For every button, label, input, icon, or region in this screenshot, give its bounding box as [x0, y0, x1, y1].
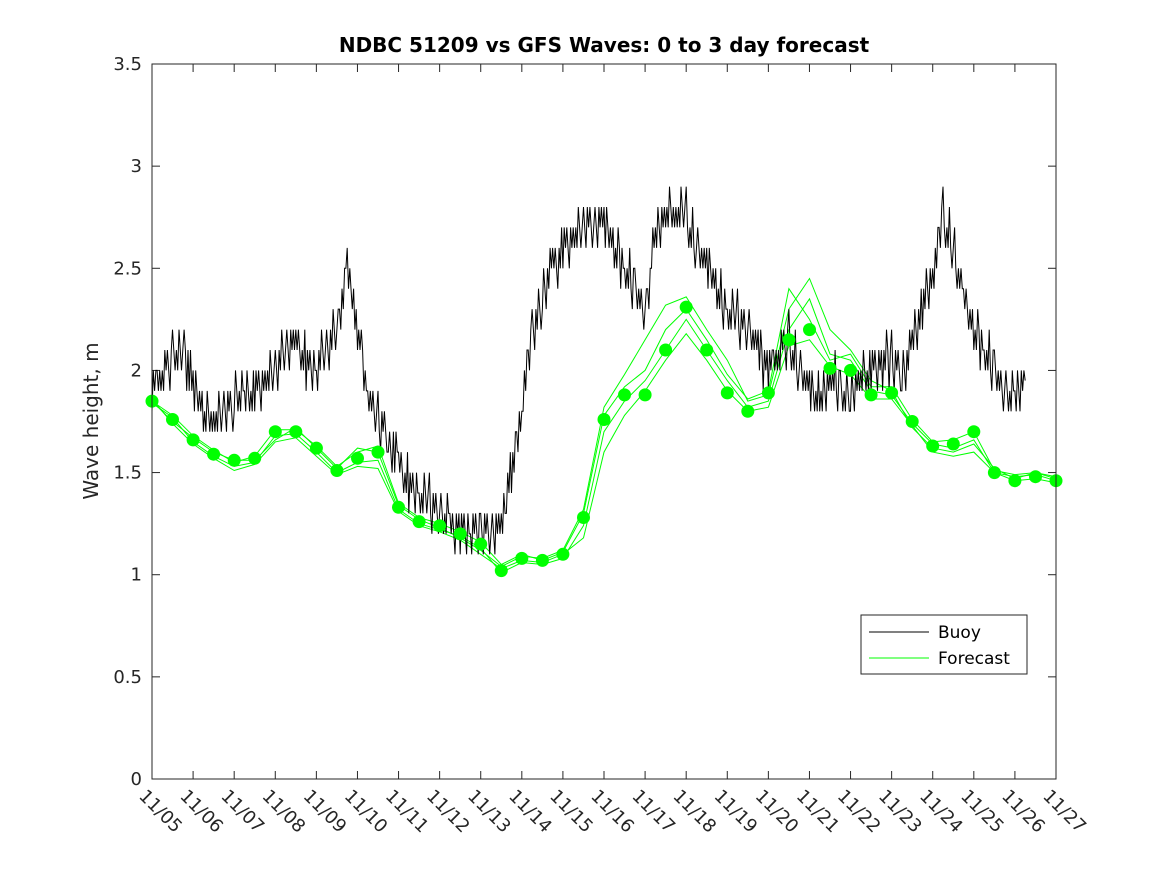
legend-box [860, 614, 1028, 675]
forecast-point [494, 564, 508, 578]
y-tick-label: 2.5 [113, 258, 142, 279]
forecast-point [248, 451, 262, 465]
forecast-point [351, 451, 364, 465]
forecast-point [227, 453, 241, 467]
forecast-ensemble-line [151, 297, 1057, 574]
forecast-point [268, 425, 282, 439]
x-tick-label: 11/10 [340, 786, 392, 838]
forecast-point [597, 413, 611, 426]
forecast-point [659, 343, 673, 357]
y-tick-label: 3 [131, 156, 142, 177]
forecast-point [720, 386, 734, 400]
forecast-point [330, 464, 344, 477]
forecast-point [844, 363, 857, 377]
forecast-point [700, 343, 714, 357]
y-tick-label: 1.5 [113, 463, 142, 484]
forecast-point [885, 386, 899, 400]
forecast-point [638, 388, 652, 402]
buoy-line [151, 186, 1026, 555]
x-tick-label: 11/26 [997, 786, 1049, 838]
forecast-point [515, 551, 529, 565]
x-tick-label: 11/24 [915, 786, 967, 838]
forecast-point [1029, 470, 1042, 484]
y-axis-label: Wave height, m [79, 342, 103, 499]
x-tick-label: 11/11 [381, 786, 433, 838]
forecast-point [186, 433, 200, 447]
x-tick-label: 11/08 [258, 786, 310, 838]
forecast-point [166, 413, 179, 426]
forecast-point [1008, 474, 1022, 488]
forecast-point [309, 441, 323, 455]
forecast-point [453, 527, 467, 541]
x-tick-label: 11/22 [833, 786, 885, 838]
y-tick-label: 2 [131, 360, 142, 381]
y-tick-label: 3.5 [113, 54, 142, 75]
forecast-point [905, 415, 919, 428]
forecast-point [679, 300, 693, 314]
y-tick-label: 0 [131, 769, 142, 790]
x-tick-labels: 11/0511/0611/0711/0811/0911/1011/1111/12… [134, 786, 1090, 838]
plot-frame [151, 63, 1057, 780]
forecast-ensemble-line [151, 277, 1057, 568]
x-tick-label: 11/05 [134, 786, 186, 838]
forecast-point [433, 519, 447, 533]
forecast-point [474, 537, 488, 551]
forecast-point [289, 425, 303, 439]
x-tick-label: 11/23 [874, 786, 926, 838]
forecast-point [207, 447, 221, 461]
x-tick-label: 11/17 [628, 786, 680, 838]
forecast-point [803, 323, 816, 337]
x-tick-label: 11/15 [545, 786, 597, 838]
forecast-point [371, 445, 385, 459]
forecast-point [618, 388, 631, 402]
forecast-point [946, 437, 960, 451]
forecast-point [967, 425, 981, 439]
x-tick-label: 11/20 [751, 786, 803, 838]
chart-title: NDBC 51209 vs GFS Waves: 0 to 3 day fore… [339, 33, 870, 57]
x-tick-label: 11/07 [217, 786, 269, 838]
forecast-point [556, 547, 570, 561]
x-tick-label: 11/25 [956, 786, 1008, 838]
x-tick-label: 11/09 [299, 786, 351, 838]
forecast-point [392, 500, 405, 514]
x-tick-label: 11/16 [586, 786, 638, 838]
x-tick-label: 11/27 [1038, 786, 1090, 838]
x-tick-label: 11/12 [422, 786, 474, 838]
y-tick-label: 1 [131, 565, 142, 586]
legend: Buoy Forecast [860, 614, 1028, 675]
forecast-point [535, 553, 549, 567]
forecast-point [577, 511, 590, 524]
forecast-point [761, 386, 775, 400]
x-tick-label: 11/18 [669, 786, 721, 838]
x-tick-label: 11/21 [792, 786, 844, 838]
y-tick-label: 0.5 [113, 667, 142, 688]
forecast-point [864, 388, 878, 402]
y-tick-labels: 0 0.5 1 1.5 2 2.5 3 3.5 [113, 54, 142, 790]
forecast-point [782, 333, 796, 347]
x-tick-label: 11/14 [504, 786, 556, 838]
x-tick-label: 11/13 [463, 786, 515, 838]
legend-buoy-label: Buoy [938, 623, 981, 643]
x-tick-label: 11/19 [710, 786, 762, 838]
forecast-ensemble-line [151, 332, 1057, 570]
forecast-point [741, 404, 755, 418]
forecast-point [412, 515, 426, 529]
legend-forecast-label: Forecast [938, 649, 1010, 669]
x-tick-label: 11/06 [176, 786, 228, 838]
forecast-point [823, 361, 837, 375]
forecast-point [926, 439, 940, 453]
forecast-point [987, 466, 1001, 480]
